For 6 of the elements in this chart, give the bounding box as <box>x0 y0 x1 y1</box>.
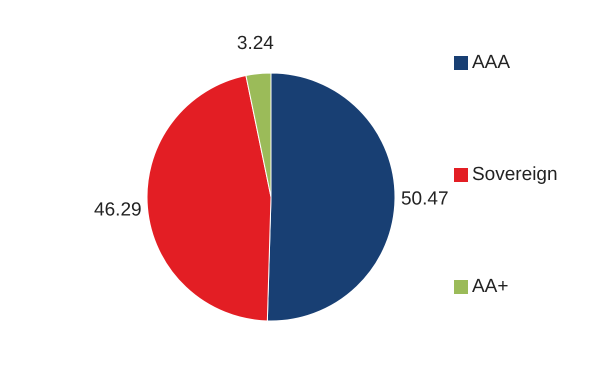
data-label: 50.47 <box>400 188 449 210</box>
legend-label: AA+ <box>472 276 508 298</box>
legend-label: AAA <box>472 52 510 74</box>
legend-label: Sovereign <box>472 164 558 186</box>
data-label: 3.24 <box>236 33 274 54</box>
data-label: 46.29 <box>94 199 142 220</box>
